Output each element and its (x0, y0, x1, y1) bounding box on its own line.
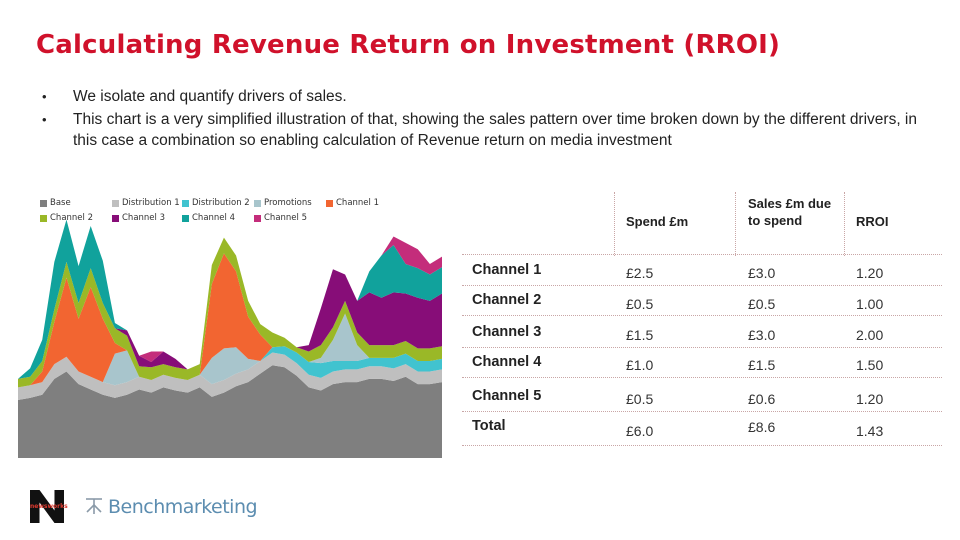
cell-rroi: 1.00 (856, 296, 884, 312)
newsworks-logo-text: newsworks (30, 503, 68, 510)
cell-sales: £0.5 (748, 296, 776, 312)
legend-item: Channel 2 (40, 213, 93, 223)
series-area-base (18, 365, 442, 458)
legend-swatch (112, 199, 119, 207)
page-title: Calculating Revenue Return on Investment… (36, 30, 781, 60)
series-area-channel-3 (18, 237, 442, 379)
legend-label: Channel 1 (336, 198, 380, 208)
row-label: Total (472, 418, 506, 434)
cell-rroi: 2.00 (856, 327, 884, 343)
legend-label: Channel 3 (122, 213, 166, 223)
benchmarketing-logo-text: Benchmarketing (108, 496, 258, 518)
table-rule (462, 347, 942, 348)
series-area-channel-1 (18, 253, 442, 388)
row-label: Channel 4 (472, 354, 542, 370)
legend-item: Channel 4 (182, 213, 235, 223)
cell-rroi: 1.50 (856, 357, 884, 373)
legend-swatch (40, 214, 47, 222)
bullet-item: We isolate and quantify drivers of sales… (40, 86, 940, 107)
legend-label: Promotions (264, 198, 312, 208)
bullet-list: We isolate and quantify drivers of sales… (40, 86, 940, 153)
legend-label: Channel 4 (192, 213, 236, 223)
cell-sales: £3.0 (748, 327, 776, 343)
legend-item: Base (40, 198, 71, 208)
legend-swatch (40, 199, 47, 207)
row-label: Channel 2 (472, 292, 542, 308)
header-spend: Spend £m (626, 214, 689, 229)
legend-label: Distribution 1 (122, 198, 180, 208)
legend-item: Distribution 2 (182, 198, 250, 208)
header-sales: Sales £m due to spend (748, 196, 832, 228)
legend-item: Channel 5 (254, 213, 307, 223)
table-divider (844, 192, 845, 256)
legend-swatch (254, 214, 261, 222)
table-rule (462, 445, 942, 446)
table-rule (462, 285, 942, 286)
cell-spend: £0.5 (626, 296, 654, 312)
header-rroi: RROI (856, 214, 889, 229)
series-area-distribution-1 (18, 352, 442, 400)
table-rule (462, 315, 942, 316)
cell-spend: £6.0 (626, 423, 654, 439)
table-rule (462, 377, 942, 378)
cell-sales: £8.6 (748, 419, 776, 435)
stacked-area-chart (18, 219, 442, 458)
bullet-item: This chart is a very simplified illustra… (40, 109, 940, 151)
cell-sales: £1.5 (748, 357, 776, 373)
legend-label: Base (50, 198, 71, 208)
row-label: Channel 5 (472, 388, 542, 404)
table-divider (735, 192, 736, 256)
rroi-table: Spend £m Sales £m due to spend RROI Chan… (462, 192, 942, 447)
cell-rroi: 1.20 (856, 265, 884, 281)
series-area-distribution-2 (18, 346, 442, 388)
legend-swatch (112, 214, 119, 222)
legend-item: Promotions (254, 198, 312, 208)
cell-rroi: 1.43 (856, 423, 884, 439)
cell-spend: £1.5 (626, 327, 654, 343)
legend-label: Channel 5 (264, 213, 308, 223)
series-area-channel-4 (18, 219, 442, 379)
cell-sales: £0.6 (748, 391, 776, 407)
cell-sales: £3.0 (748, 265, 776, 281)
legend-swatch (254, 199, 261, 207)
legend-item: Channel 1 (326, 198, 379, 208)
cell-spend: £1.0 (626, 357, 654, 373)
legend-item: Distribution 1 (112, 198, 180, 208)
table-rule (462, 411, 942, 412)
legend-swatch (182, 214, 189, 222)
series-area-channel-2 (18, 237, 442, 388)
legend-swatch (182, 199, 189, 207)
benchmarketing-icon (86, 498, 102, 514)
legend-swatch (326, 199, 333, 207)
table-divider (614, 192, 615, 256)
legend-item: Channel 3 (112, 213, 165, 223)
row-label: Channel 3 (472, 324, 542, 340)
cell-spend: £2.5 (626, 265, 654, 281)
legend-label: Distribution 2 (192, 198, 250, 208)
cell-rroi: 1.20 (856, 391, 884, 407)
table-rule (462, 254, 942, 255)
cell-spend: £0.5 (626, 391, 654, 407)
row-label: Channel 1 (472, 262, 542, 278)
series-area-promotions (18, 313, 442, 388)
legend-label: Channel 2 (50, 213, 94, 223)
